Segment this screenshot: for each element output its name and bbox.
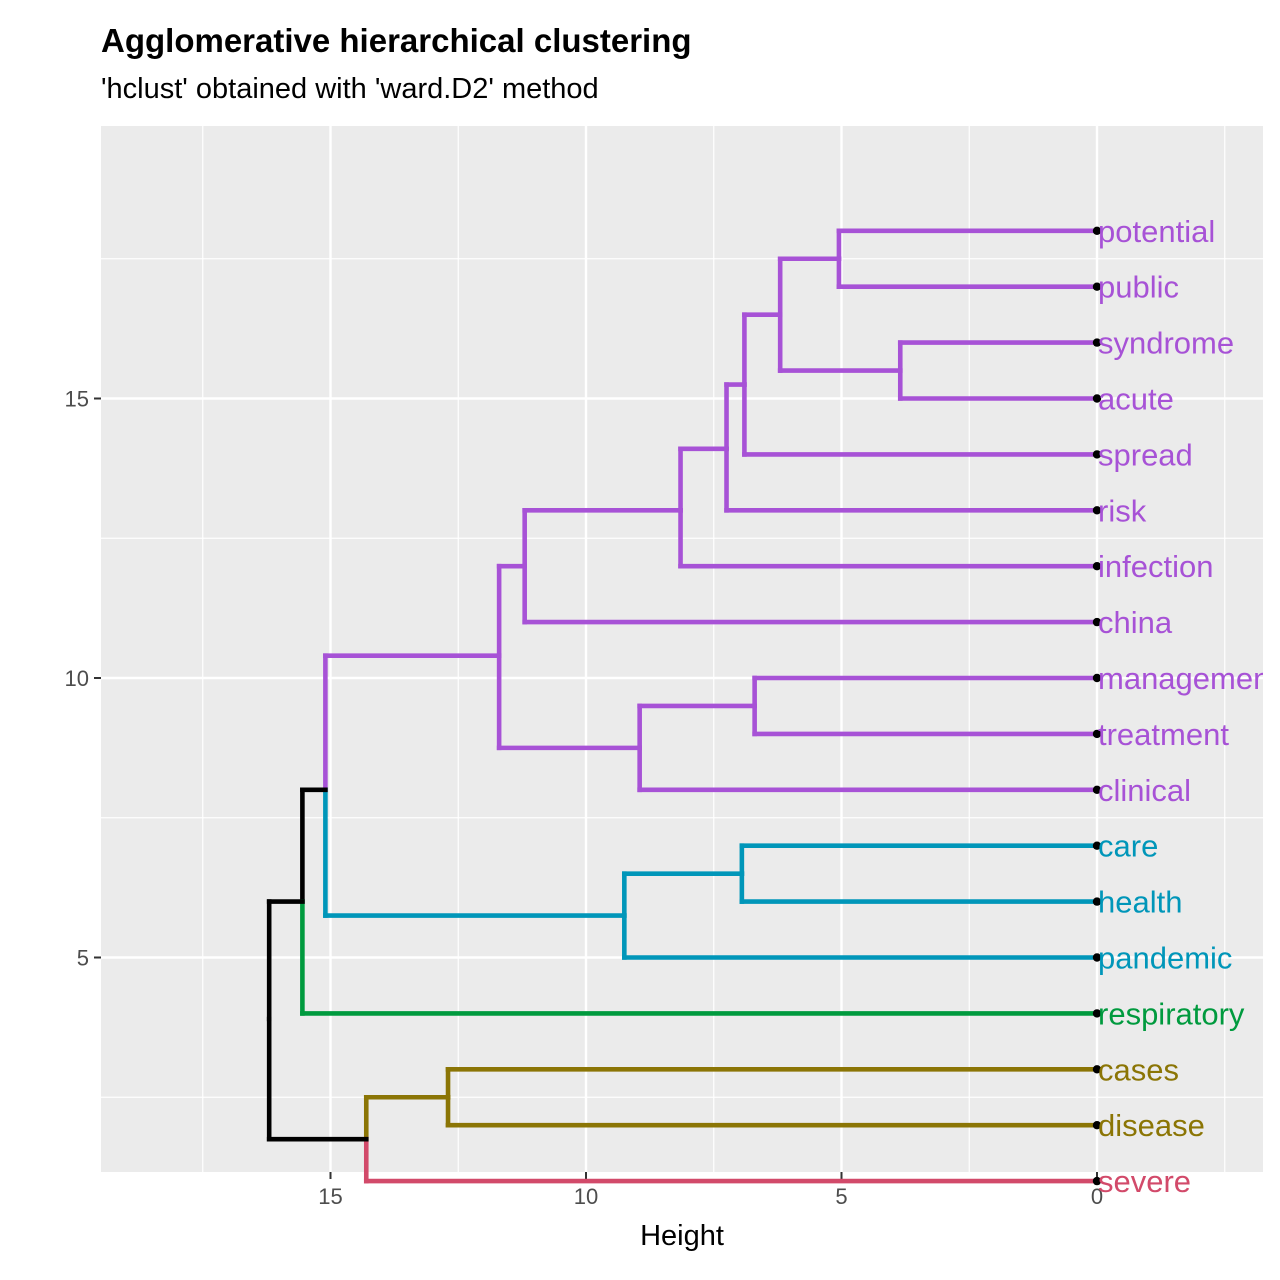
leaf-label: spread — [1098, 437, 1193, 472]
x-tick-label: 0 — [1091, 1184, 1103, 1209]
leaf-point — [1092, 673, 1102, 683]
leaf-label: health — [1098, 885, 1182, 920]
leaf-point — [1092, 506, 1102, 515]
leaf-label: pandemic — [1098, 941, 1232, 976]
leaf-point — [1092, 897, 1102, 906]
y-tick-label: 10 — [65, 666, 89, 691]
leaf-label: care — [1098, 829, 1158, 864]
leaf-label: potential — [1098, 214, 1215, 249]
leaf-point — [1092, 282, 1102, 291]
leaf-point — [1092, 785, 1102, 794]
leaf-point — [1092, 729, 1102, 739]
leaf-label: syndrome — [1098, 326, 1234, 361]
leaf-labels: potential public syndrome acute spread risk in… — [1092, 214, 1279, 1199]
leaf-point — [1092, 562, 1102, 571]
plot-panel — [101, 126, 1263, 1172]
leaf-point — [1092, 394, 1102, 403]
leaf-point — [1092, 1009, 1102, 1018]
leaf-point — [1092, 1121, 1102, 1130]
x-tick-label: 10 — [574, 1184, 598, 1209]
chart-subtitle: 'hclust' obtained with 'ward.D2' method — [101, 73, 599, 105]
x-tick-label: 15 — [318, 1184, 342, 1209]
leaf-point — [1092, 226, 1102, 235]
leaf-label: risk — [1098, 493, 1147, 528]
leaf-label: disease — [1098, 1108, 1205, 1143]
leaf-point — [1092, 338, 1102, 347]
y-tick-label: 15 — [65, 387, 89, 412]
axis-ticks: 15 10 5 0 5 10 15 — [65, 387, 1104, 1210]
leaf-label: severe — [1098, 1164, 1191, 1199]
leaf-point — [1092, 953, 1102, 962]
leaf-label: infection — [1098, 549, 1213, 584]
leaf-label: acute — [1098, 382, 1174, 417]
leaf-point — [1092, 1065, 1102, 1074]
leaf-label: china — [1098, 605, 1173, 640]
leaf-point — [1092, 1176, 1102, 1186]
leaf-label: treatment — [1098, 717, 1229, 752]
leaf-label: cases — [1098, 1052, 1179, 1087]
chart-title: Agglomerative hierarchical clustering — [101, 22, 692, 59]
leaf-point — [1092, 841, 1102, 850]
leaf-label: management — [1098, 661, 1279, 696]
leaf-label: respiratory — [1098, 996, 1245, 1031]
x-tick-label: 5 — [835, 1184, 847, 1209]
y-tick-label: 5 — [77, 946, 89, 971]
x-axis-title: Height — [640, 1220, 724, 1252]
leaf-label: public — [1098, 270, 1179, 305]
leaf-point — [1092, 450, 1102, 459]
dendrogram-branches — [266, 228, 1100, 1184]
leaf-point — [1092, 617, 1102, 627]
leaf-label: clinical — [1098, 773, 1191, 808]
